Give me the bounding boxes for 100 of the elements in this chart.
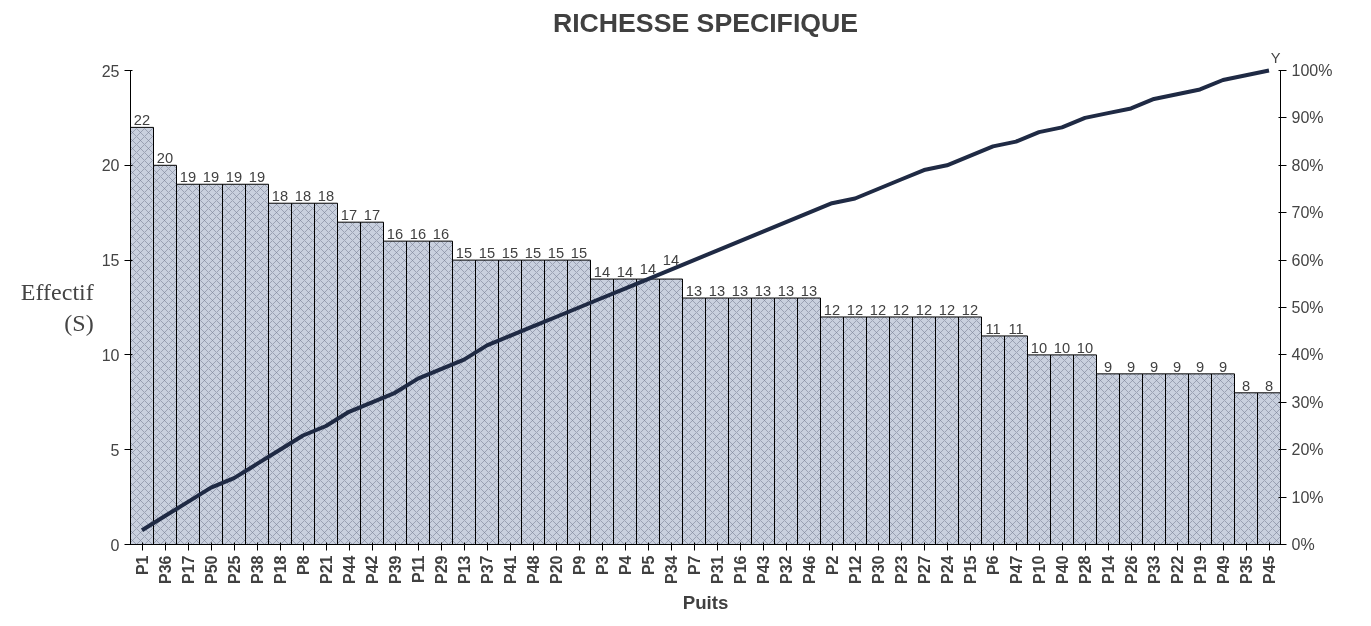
data-label: 16 xyxy=(432,226,450,243)
x-tick-label: P39 xyxy=(386,555,404,584)
x-tick-label: P42 xyxy=(363,555,381,584)
y-tick-label: 15 xyxy=(101,252,120,270)
data-label: 14 xyxy=(593,264,611,281)
x-tick-label: P15 xyxy=(961,555,979,584)
x-tick-label: P44 xyxy=(340,555,358,584)
x-tick-label: P12 xyxy=(846,555,864,584)
x-tick-label: P38 xyxy=(248,555,266,584)
x-tick-label: P41 xyxy=(501,555,519,584)
x-tick-label: P46 xyxy=(800,555,818,584)
x-tick-label: P29 xyxy=(432,555,450,584)
x-tick-label: P11 xyxy=(409,555,427,584)
data-label: 13 xyxy=(685,283,703,300)
data-label: 13 xyxy=(800,283,818,300)
x-axis-title: Puits xyxy=(682,591,729,613)
data-label: 16 xyxy=(409,226,427,243)
x-tick-label: P7 xyxy=(685,555,703,576)
data-label: 13 xyxy=(731,283,749,300)
y2-tick-label: 10% xyxy=(1291,488,1324,506)
x-tick-label: P43 xyxy=(754,555,772,584)
data-label: 11 xyxy=(985,320,1001,337)
x-tick-label: P2 xyxy=(823,555,841,576)
data-label: 12 xyxy=(846,301,864,318)
y-tick-label: 0 xyxy=(110,536,120,554)
y2-tick-label: 30% xyxy=(1291,393,1324,411)
x-tick-label: P33 xyxy=(1145,555,1163,584)
x-tick-label: P49 xyxy=(1214,555,1232,584)
data-label: 19 xyxy=(179,169,197,186)
x-tick-label: P22 xyxy=(1168,555,1186,584)
x-tick-label: P47 xyxy=(1007,555,1025,584)
data-label: 15 xyxy=(524,245,542,262)
data-label: 15 xyxy=(455,245,473,262)
data-label: 12 xyxy=(823,301,841,318)
data-label: 12 xyxy=(961,301,979,318)
data-label: 14 xyxy=(639,261,657,278)
data-label: 20 xyxy=(156,150,174,167)
data-label: 10 xyxy=(1030,339,1048,356)
data-label: 12 xyxy=(915,301,933,318)
data-label: 10 xyxy=(1053,339,1071,356)
y2-tick-label: 70% xyxy=(1291,204,1324,222)
data-label: 9 xyxy=(1195,358,1205,375)
x-tick-label: P3 xyxy=(593,555,611,576)
y2-tick-label: 80% xyxy=(1291,156,1324,174)
data-label: 10 xyxy=(1076,339,1094,356)
x-tick-label: P17 xyxy=(179,555,197,584)
x-tick-label: P18 xyxy=(271,555,289,584)
y-tick-label: 5 xyxy=(110,441,120,459)
x-tick-label: P16 xyxy=(731,555,749,584)
data-label: 12 xyxy=(892,301,910,318)
y-tick-label: 25 xyxy=(101,62,120,80)
x-tick-label: P5 xyxy=(639,555,657,576)
x-tick-label: P28 xyxy=(1076,555,1094,584)
data-label: 13 xyxy=(708,283,726,300)
data-label: 14 xyxy=(662,251,680,268)
chart-title: RICHESSE SPECIFIQUE xyxy=(552,7,859,38)
y2-tick-label: 50% xyxy=(1291,299,1324,316)
x-tick-label: P20 xyxy=(547,555,565,584)
data-label: 15 xyxy=(547,245,565,262)
x-tick-label: P40 xyxy=(1053,555,1071,584)
y2-tick-label: 100% xyxy=(1291,62,1333,79)
data-label: 9 xyxy=(1172,358,1182,375)
y2-tick-label: 20% xyxy=(1291,441,1324,459)
data-label: 12 xyxy=(938,301,956,318)
y2-tick-label: 40% xyxy=(1291,346,1324,364)
x-tick-label: P4 xyxy=(616,555,634,576)
x-tick-label: P1 xyxy=(133,555,151,576)
x-tick-label: P50 xyxy=(202,555,220,584)
data-label: 19 xyxy=(225,169,243,186)
x-tick-label: P6 xyxy=(984,555,1002,576)
x-tick-label: P36 xyxy=(156,555,174,584)
data-label: 13 xyxy=(754,283,772,300)
x-tick-label: P21 xyxy=(317,555,335,584)
data-label: 18 xyxy=(317,188,335,205)
x-tick-label: P13 xyxy=(455,555,473,584)
x-tick-label: P14 xyxy=(1099,555,1117,584)
data-label: 22 xyxy=(133,112,151,129)
data-label: 14 xyxy=(616,264,634,281)
x-tick-label: P8 xyxy=(294,555,312,576)
data-label: 8 xyxy=(1264,377,1274,394)
x-tick-label: P45 xyxy=(1260,555,1278,584)
data-label: 15 xyxy=(501,245,519,262)
x-tick-label: P32 xyxy=(777,555,795,584)
x-tick-label: P30 xyxy=(869,555,887,584)
x-tick-label: P27 xyxy=(915,555,933,584)
data-label: 9 xyxy=(1149,358,1159,375)
y2-tick-label: 0% xyxy=(1291,536,1315,553)
data-label: 17 xyxy=(363,207,381,224)
data-label: 13 xyxy=(777,283,795,300)
data-label: 18 xyxy=(271,188,289,205)
x-tick-label: P10 xyxy=(1030,555,1048,584)
y-axis-title: Effectif (S) xyxy=(20,278,94,337)
x-tick-label: P34 xyxy=(662,555,680,584)
x-tick-label: P48 xyxy=(524,555,542,584)
data-label: 15 xyxy=(570,245,588,262)
data-label: 16 xyxy=(386,226,404,243)
y2-tick-label: 60% xyxy=(1291,251,1324,269)
x-tick-label: P9 xyxy=(570,555,588,576)
data-label: 11 xyxy=(1008,320,1024,337)
data-label: 12 xyxy=(869,301,887,318)
